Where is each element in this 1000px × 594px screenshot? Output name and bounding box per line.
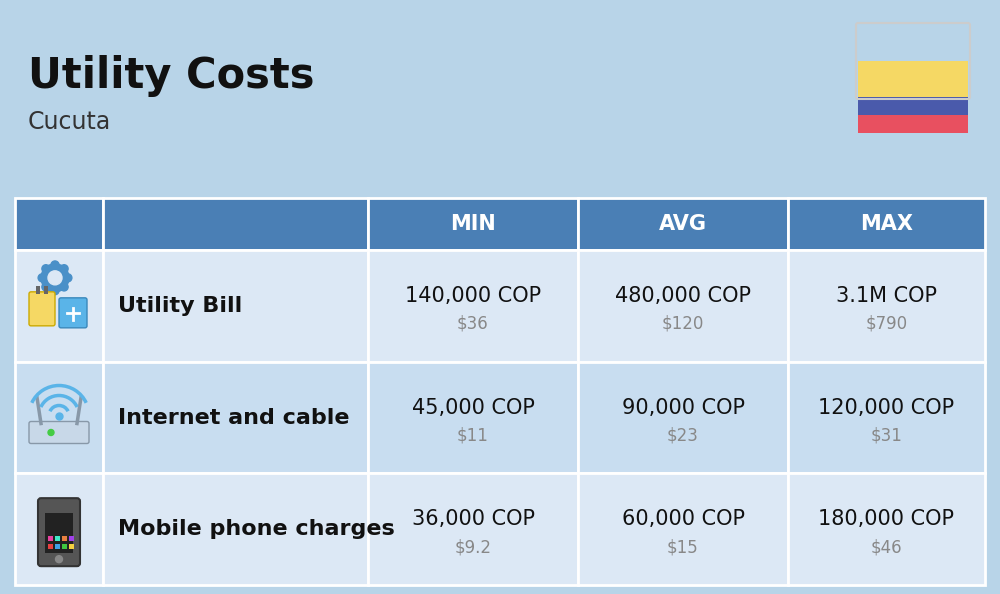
Circle shape	[41, 264, 69, 292]
Text: 3.1M COP: 3.1M COP	[836, 286, 937, 306]
Circle shape	[60, 283, 68, 291]
Text: $11: $11	[457, 426, 489, 444]
Bar	[103, 473, 368, 585]
Bar	[788, 250, 985, 362]
Circle shape	[56, 555, 62, 563]
FancyBboxPatch shape	[29, 292, 55, 326]
Text: 140,000 COP: 140,000 COP	[405, 286, 541, 306]
Bar	[788, 362, 985, 473]
Bar	[62, 536, 67, 541]
Bar	[578, 473, 788, 585]
Bar	[69, 544, 74, 549]
Text: $15: $15	[667, 538, 699, 556]
Bar	[368, 362, 578, 473]
Text: $31: $31	[871, 426, 902, 444]
Circle shape	[48, 429, 54, 435]
Text: 36,000 COP: 36,000 COP	[412, 509, 534, 529]
Circle shape	[42, 283, 50, 291]
Text: $790: $790	[865, 315, 908, 333]
Circle shape	[51, 261, 59, 269]
Bar	[36, 286, 40, 294]
Bar	[55, 544, 60, 549]
Bar	[788, 473, 985, 585]
Bar	[578, 198, 788, 250]
Text: $46: $46	[871, 538, 902, 556]
Text: 120,000 COP: 120,000 COP	[818, 397, 955, 418]
Text: MAX: MAX	[860, 214, 913, 234]
Text: Mobile phone charges: Mobile phone charges	[118, 519, 395, 539]
Text: 480,000 COP: 480,000 COP	[615, 286, 751, 306]
Circle shape	[38, 274, 46, 282]
Bar	[69, 536, 74, 541]
Text: AVG: AVG	[659, 214, 707, 234]
Text: 90,000 COP: 90,000 COP	[622, 397, 744, 418]
Bar	[368, 250, 578, 362]
FancyBboxPatch shape	[59, 298, 87, 328]
Circle shape	[48, 271, 62, 285]
Text: 45,000 COP: 45,000 COP	[412, 397, 534, 418]
Bar	[15, 473, 103, 585]
Bar	[858, 115, 968, 133]
Bar	[858, 97, 968, 115]
Bar	[45, 513, 73, 553]
Bar	[103, 198, 368, 250]
Circle shape	[60, 265, 68, 273]
Text: 180,000 COP: 180,000 COP	[818, 509, 954, 529]
Bar	[578, 250, 788, 362]
Text: $23: $23	[667, 426, 699, 444]
Bar	[103, 250, 368, 362]
FancyBboxPatch shape	[29, 422, 89, 444]
Text: $9.2: $9.2	[454, 538, 492, 556]
Circle shape	[42, 265, 50, 273]
Text: MIN: MIN	[450, 214, 496, 234]
Bar	[48, 544, 53, 549]
Text: Utility Bill: Utility Bill	[118, 296, 242, 316]
Bar	[788, 198, 985, 250]
Bar	[368, 473, 578, 585]
FancyBboxPatch shape	[38, 498, 80, 566]
Bar	[15, 198, 103, 250]
Bar	[55, 536, 60, 541]
Circle shape	[64, 274, 72, 282]
Bar	[15, 250, 103, 362]
Text: Cucuta: Cucuta	[28, 110, 111, 134]
Text: Internet and cable: Internet and cable	[118, 407, 350, 428]
Text: Utility Costs: Utility Costs	[28, 55, 314, 97]
Text: 60,000 COP: 60,000 COP	[622, 509, 744, 529]
Text: $120: $120	[662, 315, 704, 333]
Bar	[62, 544, 67, 549]
Bar	[103, 362, 368, 473]
Bar	[44, 286, 48, 294]
Bar	[15, 362, 103, 473]
Bar	[858, 61, 968, 97]
Bar	[578, 362, 788, 473]
Bar	[48, 536, 53, 541]
Circle shape	[51, 287, 59, 295]
Bar	[368, 198, 578, 250]
Text: $36: $36	[457, 315, 489, 333]
